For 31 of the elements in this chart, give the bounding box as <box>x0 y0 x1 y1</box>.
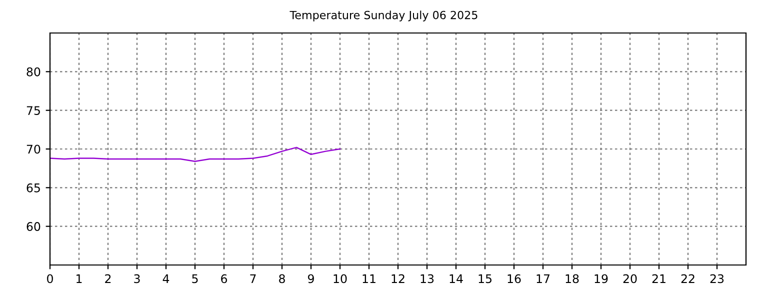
x-tick-label: 19 <box>594 274 608 284</box>
x-tick-label: 4 <box>162 274 170 283</box>
x-tick-label: 5 <box>192 274 198 284</box>
x-tick-label: 10 <box>334 274 347 284</box>
x-tick-label: 3 <box>134 274 140 284</box>
x-tick-label: 0 <box>47 274 53 284</box>
x-tick-label: 6 <box>221 274 228 284</box>
x-tick-label: 9 <box>308 274 314 284</box>
chart-title: Temperature Sunday July 06 2025 <box>290 10 478 22</box>
x-tick-label: 7 <box>250 274 256 283</box>
y-tick-label: 80 <box>26 67 40 76</box>
x-tick-label: 15 <box>478 274 492 284</box>
x-tick-label: 1 <box>76 274 82 283</box>
x-tick-label: 22 <box>681 274 694 283</box>
line-series <box>50 146 341 162</box>
x-tick-label: 16 <box>508 274 521 284</box>
y-tick-label: 60 <box>26 222 40 231</box>
x-tick-label: 13 <box>420 274 434 284</box>
x-tick-label: 11 <box>362 274 376 283</box>
x-tick-label: 23 <box>710 274 724 284</box>
x-tick-label: 20 <box>623 274 637 284</box>
x-tick-label: 2 <box>105 274 111 283</box>
x-tick-label: 21 <box>652 274 666 283</box>
y-tick-label: 70 <box>26 144 40 154</box>
x-tick-label: 14 <box>450 274 463 283</box>
x-tick-label: 12 <box>392 274 404 283</box>
y-tick-label: 65 <box>26 183 40 192</box>
y-tick-label: 75 <box>26 106 40 115</box>
x-tick-label: 18 <box>566 274 579 284</box>
x-tick-label: 17 <box>536 274 550 283</box>
x-tick-label: 8 <box>279 274 285 284</box>
